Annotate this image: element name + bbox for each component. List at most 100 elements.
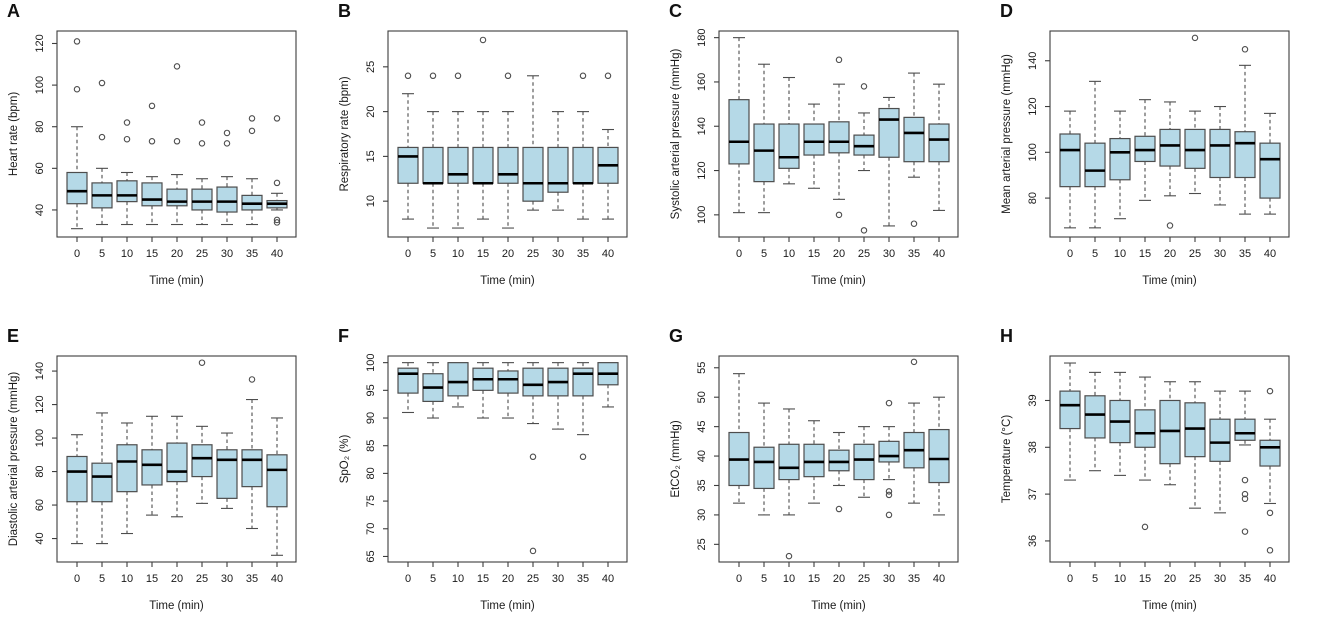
svg-text:0: 0 (1067, 248, 1073, 260)
svg-text:90: 90 (365, 412, 377, 424)
svg-text:160: 160 (696, 73, 708, 91)
svg-text:15: 15 (808, 248, 820, 260)
svg-text:30: 30 (552, 248, 564, 260)
svg-text:40: 40 (34, 532, 46, 544)
svg-text:5: 5 (1092, 248, 1098, 260)
svg-text:SpO₂ (%): SpO₂ (%) (339, 435, 351, 484)
svg-text:120: 120 (1027, 97, 1039, 115)
svg-text:10: 10 (783, 248, 795, 260)
svg-text:10: 10 (452, 248, 464, 260)
svg-text:10: 10 (1114, 248, 1126, 260)
svg-text:30: 30 (221, 573, 233, 585)
svg-text:75: 75 (365, 495, 377, 507)
svg-text:20: 20 (171, 573, 183, 585)
panel-e-label: E (7, 326, 20, 346)
svg-text:5: 5 (99, 573, 105, 585)
svg-text:Time (min): Time (min) (811, 275, 866, 287)
boxplot-svg-f: 65 70 75 80 85 90 95 100 0 5 10 15 20 25 30 35 40 SpO₂ (%… (339, 353, 628, 612)
svg-text:5: 5 (99, 248, 105, 260)
svg-text:Time (min): Time (min) (480, 600, 535, 612)
svg-text:Time (min): Time (min) (1142, 275, 1197, 287)
svg-text:20: 20 (365, 105, 377, 117)
svg-text:35: 35 (577, 248, 589, 260)
svg-text:15: 15 (365, 150, 377, 162)
svg-text:35: 35 (1239, 573, 1251, 585)
panel-d: D 80 100 120 140 0 5 10 15 20 25 30 35 40 Mean arteri… (993, 0, 1324, 311)
svg-text:35: 35 (1239, 248, 1251, 260)
svg-text:30: 30 (696, 509, 708, 521)
svg-text:5: 5 (430, 248, 436, 260)
svg-text:80: 80 (34, 121, 46, 133)
svg-text:95: 95 (365, 384, 377, 396)
svg-text:120: 120 (696, 161, 708, 179)
panel-h: H 36 37 38 39 0 5 10 15 20 25 30 35 40 Temperature (°… (993, 311, 1324, 622)
svg-text:25: 25 (365, 61, 377, 73)
panel-a-label: A (7, 1, 21, 21)
svg-text:30: 30 (1214, 248, 1226, 260)
svg-text:60: 60 (34, 162, 46, 174)
svg-text:100: 100 (365, 353, 377, 371)
svg-text:5: 5 (761, 248, 767, 260)
panel-f: F 65 70 75 80 85 90 95 100 0 5 10 15 20 25 30 35 40 SpO₂ … (331, 311, 662, 622)
boxplot-svg-a: 40 60 80 100 120 0 5 10 15 20 25 30 35 40 Heart rate (… (8, 30, 297, 287)
svg-text:45: 45 (696, 421, 708, 433)
svg-text:Temperature (°C): Temperature (°C) (1001, 415, 1013, 503)
svg-text:0: 0 (74, 248, 80, 260)
svg-text:30: 30 (883, 248, 895, 260)
svg-text:40: 40 (602, 248, 614, 260)
svg-text:25: 25 (527, 248, 539, 260)
svg-text:10: 10 (452, 573, 464, 585)
svg-text:15: 15 (146, 573, 158, 585)
svg-text:65: 65 (365, 550, 377, 562)
svg-text:0: 0 (405, 248, 411, 260)
svg-text:10: 10 (121, 573, 133, 585)
svg-text:10: 10 (365, 195, 377, 207)
svg-text:0: 0 (405, 573, 411, 585)
svg-text:30: 30 (883, 573, 895, 585)
svg-text:Time (min): Time (min) (1142, 600, 1197, 612)
panel-h-label: H (1000, 326, 1014, 346)
svg-text:15: 15 (477, 573, 489, 585)
panel-a: A 40 60 80 100 120 0 5 10 15 20 25 30 35 40 Heart rate… (0, 0, 331, 311)
panel-g-label: G (669, 326, 684, 346)
svg-text:40: 40 (271, 573, 283, 585)
svg-text:35: 35 (246, 573, 258, 585)
svg-text:37: 37 (1027, 488, 1039, 500)
svg-text:40: 40 (933, 573, 945, 585)
panel-c-label: C (669, 1, 683, 21)
boxplot-svg-d: 80 100 120 140 0 5 10 15 20 25 30 35 40 Mean arterial… (1001, 30, 1290, 287)
svg-text:40: 40 (271, 248, 283, 260)
svg-text:30: 30 (221, 248, 233, 260)
svg-text:140: 140 (696, 117, 708, 135)
svg-text:5: 5 (761, 573, 767, 585)
svg-text:0: 0 (74, 573, 80, 585)
svg-text:20: 20 (1164, 248, 1176, 260)
svg-text:140: 140 (34, 362, 46, 380)
svg-text:120: 120 (34, 34, 46, 52)
svg-text:40: 40 (933, 248, 945, 260)
svg-text:EtCO₂ (mmHg): EtCO₂ (mmHg) (670, 420, 682, 497)
svg-text:25: 25 (527, 573, 539, 585)
panel-b: B 10 15 20 25 0 5 10 15 20 25 30 35 40 Respiratory ra… (331, 0, 662, 311)
boxplot-svg-c: 100 120 140 160 180 0 5 10 15 20 25 30 35 40 Systolic … (670, 28, 959, 287)
svg-text:70: 70 (365, 523, 377, 535)
svg-text:85: 85 (365, 440, 377, 452)
svg-text:Time (min): Time (min) (149, 600, 204, 612)
svg-text:38: 38 (1027, 441, 1039, 453)
svg-text:25: 25 (196, 248, 208, 260)
svg-text:35: 35 (696, 479, 708, 491)
svg-text:Time (min): Time (min) (149, 275, 204, 287)
svg-text:100: 100 (34, 429, 46, 447)
svg-text:100: 100 (34, 76, 46, 94)
panel-e: E 40 60 80 100 120 140 0 5 10 15 20 25 30 35 40 Diastol… (0, 311, 331, 622)
svg-text:20: 20 (833, 248, 845, 260)
svg-text:0: 0 (736, 248, 742, 260)
panel-f-label: F (338, 326, 350, 346)
svg-text:15: 15 (1139, 248, 1151, 260)
svg-text:5: 5 (430, 573, 436, 585)
svg-text:25: 25 (196, 573, 208, 585)
svg-text:140: 140 (1027, 52, 1039, 70)
svg-text:20: 20 (1164, 573, 1176, 585)
boxplot-svg-h: 36 37 38 39 0 5 10 15 20 25 30 35 40 Temperature (°C)… (1001, 355, 1290, 612)
